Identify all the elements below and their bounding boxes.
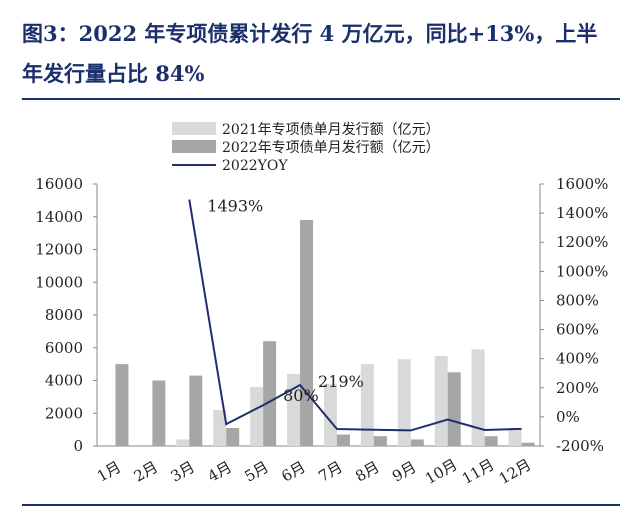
y-right-tick-label: 200% [556, 379, 599, 397]
y-right-tick-label: -200% [556, 437, 604, 455]
y-right-tick-label: 1600% [556, 175, 608, 193]
bar-2021 [397, 359, 411, 446]
y-left-tick-label: 4000 [45, 372, 83, 390]
y-right-tick-label: 1200% [556, 233, 608, 251]
bar-2022 [115, 364, 129, 446]
y-right-tick-label: 1400% [556, 204, 608, 222]
legend-swatch-2021 [172, 122, 216, 135]
y-right-tick-label: 1000% [556, 262, 608, 280]
y-right-tick-label: 600% [556, 321, 599, 339]
x-tick-label: 10月 [422, 455, 461, 488]
y-right-tick-label: 800% [556, 291, 599, 309]
bar-2021 [508, 427, 522, 446]
bar-2022 [300, 220, 314, 446]
y-left-tick-label: 16000 [35, 175, 83, 193]
bar-2022 [336, 434, 350, 446]
legend-label-2021: 2021年专项债单月发行额（亿元） [222, 122, 440, 138]
bar-2021 [323, 383, 337, 446]
bar-2022 [152, 380, 166, 446]
data-label: 1493% [207, 197, 263, 216]
legend-label-2022: 2022年专项债单月发行额（亿元） [222, 140, 440, 156]
x-tick-label: 8月 [352, 458, 382, 486]
x-tick-label: 3月 [168, 458, 198, 486]
chart-title-line-1: 图3：2022 年专项债累计发行 4 万亿元，同比+13%，上半 [22, 21, 598, 46]
x-tick-label: 6月 [278, 458, 308, 486]
y-left-tick-label: 0 [73, 437, 83, 455]
bar-2022 [410, 439, 424, 446]
bar-2022 [447, 372, 461, 446]
bar-2021 [176, 439, 190, 446]
x-tick-label: 12月 [496, 455, 535, 488]
x-tick-label: 11月 [459, 455, 498, 488]
x-tick-label: 4月 [205, 458, 235, 486]
x-tick-label: 7月 [315, 458, 345, 486]
bar-2022 [189, 375, 203, 446]
chart-title-line-2: 年发行量占比 84% [22, 61, 205, 86]
y-left-tick-label: 14000 [35, 208, 83, 226]
line-2022yoy [188, 199, 522, 432]
bar-2022 [521, 442, 535, 446]
y-right-tick-label: 0% [556, 408, 580, 426]
data-label: 80% [283, 386, 319, 405]
y-left-tick-label: 12000 [35, 241, 83, 259]
x-tick-label: 9月 [389, 458, 419, 486]
x-tick-label: 1月 [94, 458, 124, 486]
bottom-divider [22, 504, 620, 506]
bar-2021 [250, 387, 264, 446]
bar-2021 [360, 364, 374, 446]
legend-label-yoy: 2022YOY [222, 158, 288, 174]
x-tick-label: 5月 [241, 458, 271, 486]
bar-2021 [434, 355, 448, 446]
data-label: 219% [318, 372, 364, 391]
y-left-tick-label: 2000 [45, 404, 83, 422]
bar-2022 [226, 427, 240, 446]
y-left-tick-label: 8000 [45, 306, 83, 324]
bar-2021 [471, 349, 485, 446]
legend-swatch-2022 [172, 140, 216, 153]
bar-2022 [263, 341, 277, 446]
bar-2021 [287, 373, 301, 446]
y-left-tick-label: 6000 [45, 339, 83, 357]
y-left-tick-label: 10000 [35, 273, 83, 291]
bar-2022 [484, 436, 498, 446]
chart-title: 图3：2022 年专项债累计发行 4 万亿元，同比+13%，上半 年发行量占比 … [22, 14, 622, 94]
bar-2022 [373, 436, 387, 446]
bar-2021 [213, 409, 227, 446]
y-right-tick-label: 400% [556, 350, 599, 368]
title-divider [22, 98, 620, 100]
x-tick-label: 2月 [131, 458, 161, 486]
